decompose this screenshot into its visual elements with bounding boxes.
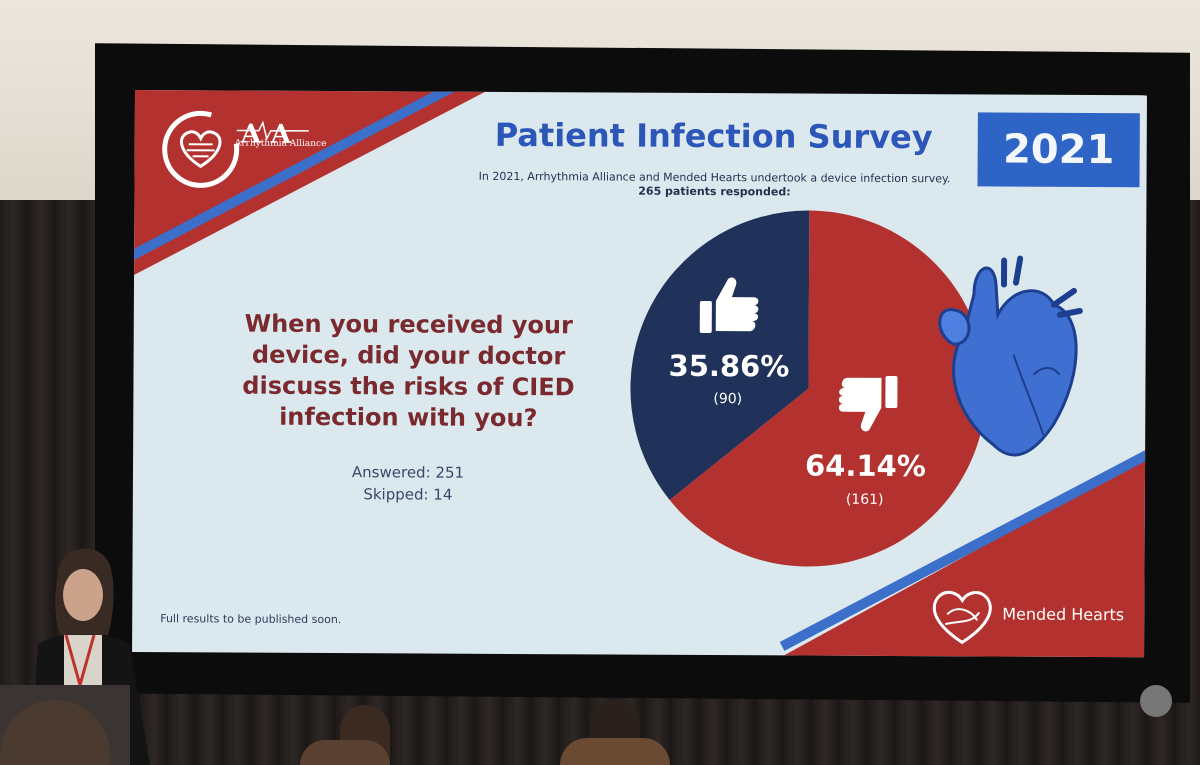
- pie-slice-thumbs-down: [669, 210, 987, 567]
- response-counts: Answered: 251 Skipped: 14: [303, 461, 513, 506]
- thumbs-up-percent: 35.86%: [668, 348, 790, 384]
- audience-head-4: [560, 738, 670, 765]
- svg-text:A: A: [270, 120, 292, 150]
- thumbs-down-percent: 64.14%: [804, 448, 926, 484]
- year-badge: 2021: [977, 112, 1140, 188]
- slide-title: Patient Infection Survey: [494, 115, 933, 157]
- microphone: [1140, 685, 1172, 717]
- arrhythmia-alliance-logo-text: Arrhythmia Alliance: [234, 138, 327, 150]
- intro-text: In 2021, Arrhythmia Alliance and Mended …: [474, 170, 954, 201]
- audience-head-3: [300, 740, 390, 765]
- thumbs-up-count: (90): [713, 391, 743, 408]
- footer-note: Full results to be published soon.: [160, 612, 342, 627]
- thumbs-down-count: (161): [845, 491, 884, 508]
- intro-bold: 265 patients responded:: [638, 184, 791, 199]
- survey-question: When you received your device, did your …: [242, 309, 575, 433]
- presentation-slide: A A Arrhythmia Alliance Patient Infectio…: [132, 90, 1147, 658]
- skipped-count: Skipped: 14: [363, 485, 453, 504]
- pie-slice-thumbs-up: [630, 210, 810, 501]
- thumbs-up-icon: [699, 277, 759, 334]
- thumbs-down-icon: [838, 375, 898, 432]
- arrhythmia-alliance-logo: A A: [162, 110, 309, 188]
- mended-hearts-logo-icon: [932, 590, 992, 645]
- intro-line: In 2021, Arrhythmia Alliance and Mended …: [478, 169, 951, 186]
- mended-hearts-logo-text: Mended Hearts: [1002, 604, 1125, 625]
- svg-text:A: A: [240, 120, 262, 150]
- results-pie-chart: [630, 210, 987, 567]
- answered-count: Answered: 251: [351, 463, 465, 482]
- anatomical-heart-illustration: [938, 255, 1083, 457]
